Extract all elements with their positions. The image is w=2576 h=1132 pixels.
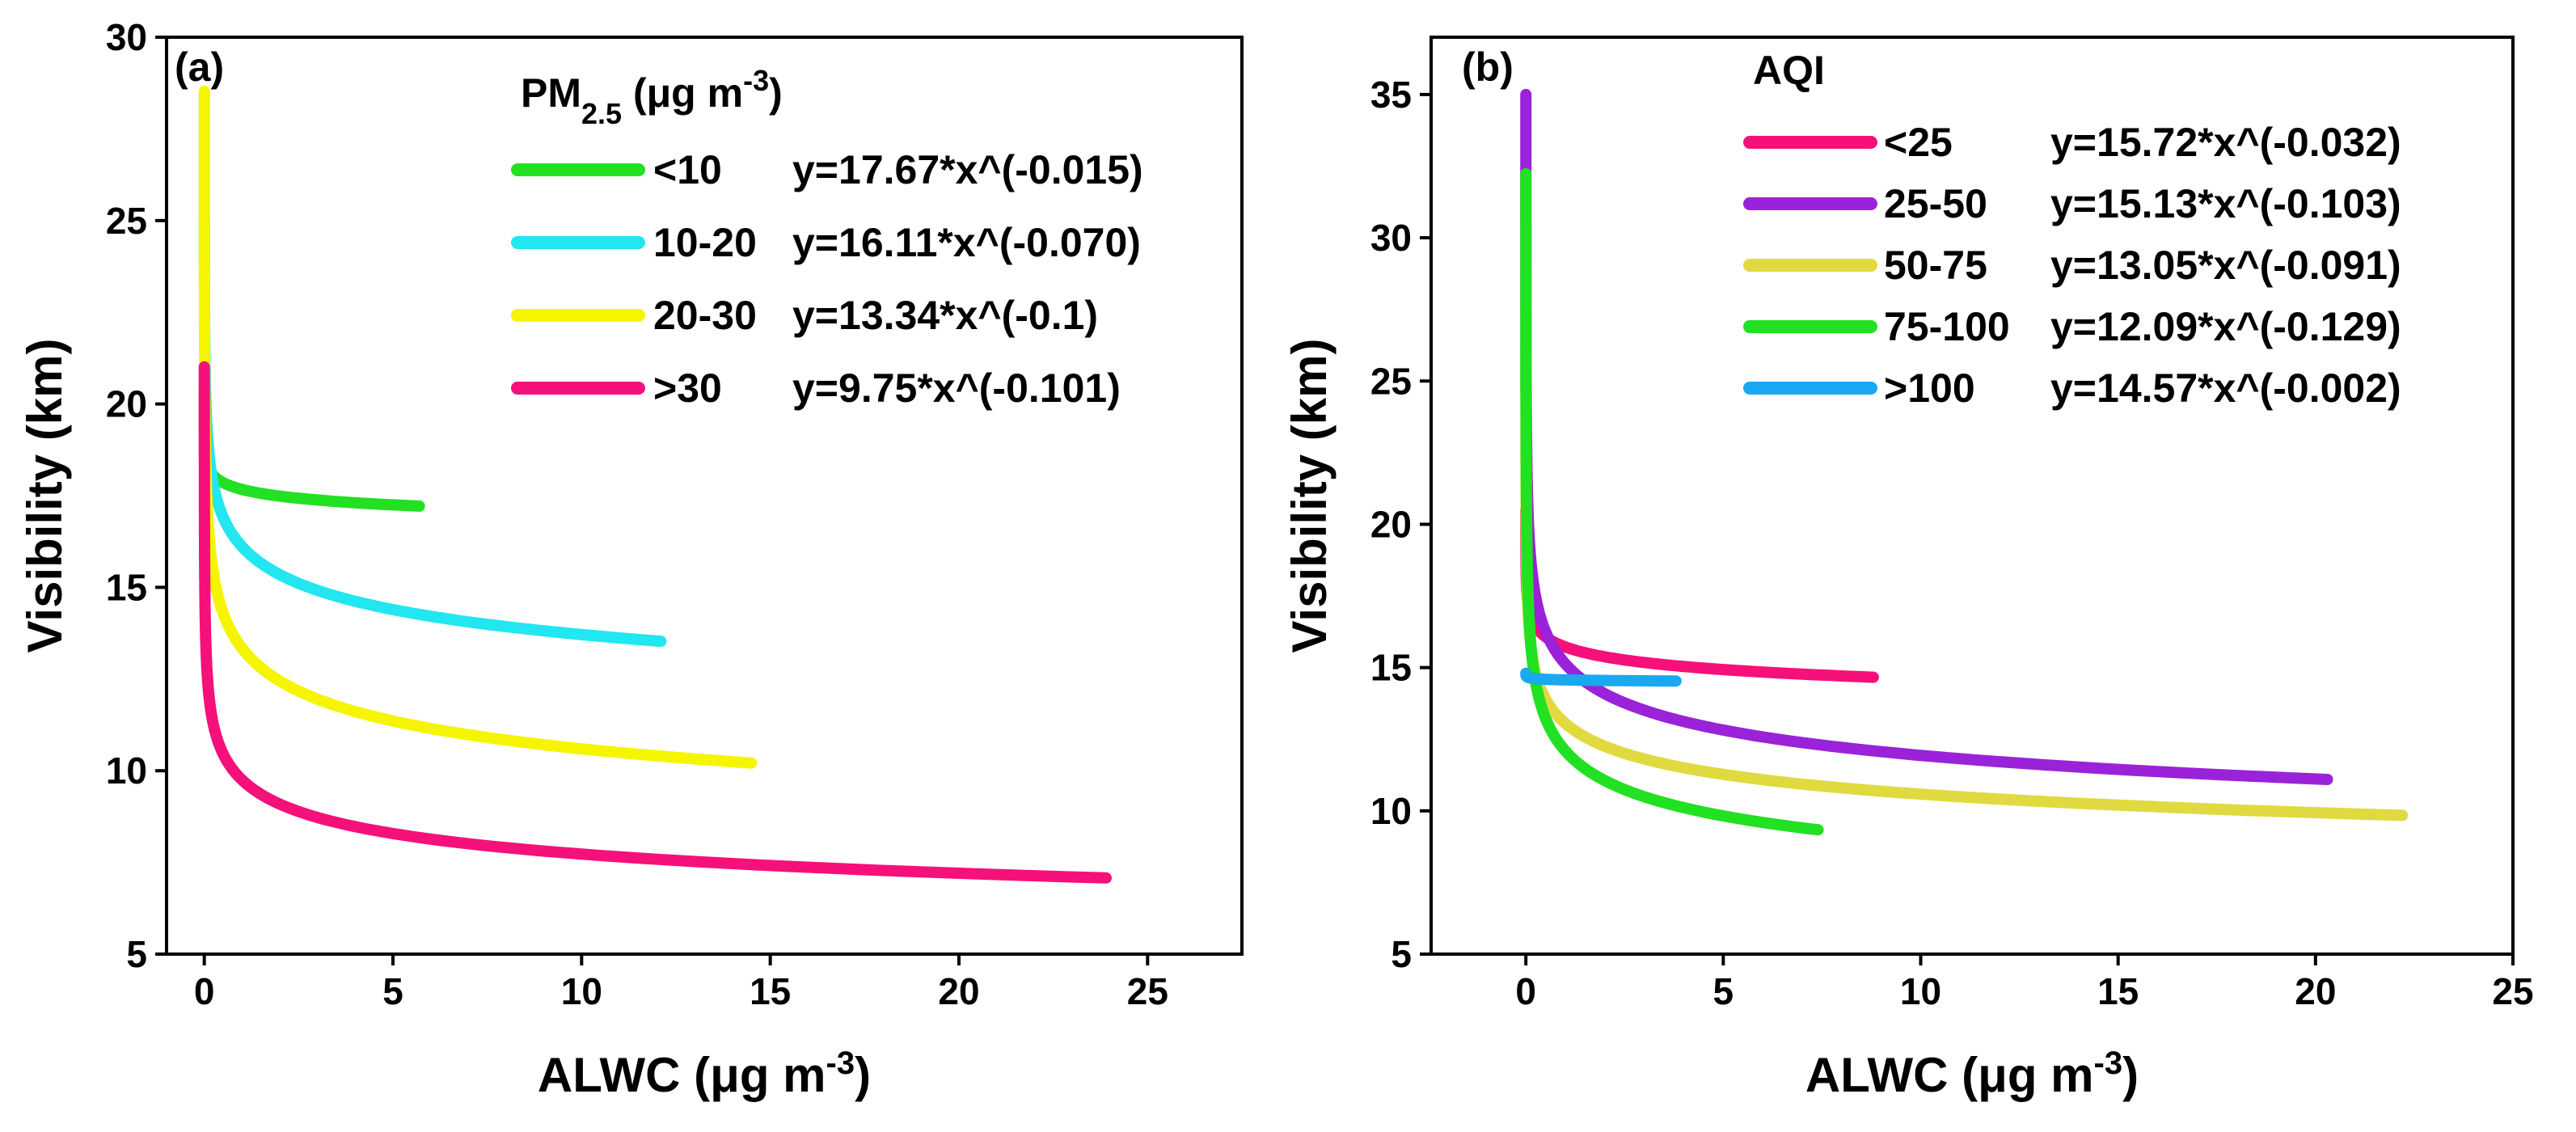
x-tick-label: 10 xyxy=(1900,970,1941,1012)
y-tick-label: 15 xyxy=(1370,647,1412,689)
y-tick-label: 15 xyxy=(106,566,147,608)
y-tick-label: 30 xyxy=(1370,217,1412,259)
y-tick-label: 35 xyxy=(1370,74,1412,116)
panel-label: (a) xyxy=(175,44,224,90)
series-line-<10 xyxy=(198,383,425,512)
y-tick-label: 20 xyxy=(1370,503,1412,545)
x-tick-label: 5 xyxy=(1713,970,1734,1012)
series-line-10-20 xyxy=(198,90,667,648)
panel-label: (b) xyxy=(1462,44,1514,90)
legend: AQI <25 y=15.72*x^(-0.032) 25-50 y=15.13*x^(… xyxy=(1743,48,2401,411)
x-tick-label: 15 xyxy=(2097,970,2139,1012)
x-tick-label: 20 xyxy=(2295,970,2336,1012)
legend-equation: y=17.67*x^(-0.015) xyxy=(792,147,1143,192)
legend-label: 25-50 xyxy=(1884,181,1987,226)
x-tick-label: 0 xyxy=(194,970,215,1012)
legend-label: <25 xyxy=(1884,120,1953,165)
plot-frame xyxy=(165,36,1244,956)
legend-equation: y=14.57*x^(-0.002) xyxy=(2050,365,2401,411)
panel-b: 0 5 10 15 20 25 5 10 15 20 25 30 35 ALWC (μg m-3) Visi… xyxy=(1282,36,2534,1102)
legend-title: AQI xyxy=(1753,48,1825,93)
y-tick-label: 5 xyxy=(1391,933,1412,975)
y-tick-label: 25 xyxy=(106,200,147,242)
y-tick-label: 25 xyxy=(1370,360,1412,402)
y-axis-title: Visibility (km) xyxy=(1282,338,1337,653)
legend-label: 10-20 xyxy=(653,220,757,265)
legend-label: 75-100 xyxy=(1884,304,2010,349)
y-tick-label: 30 xyxy=(106,16,147,58)
legend-title: PM2.5 (μg m-3) xyxy=(521,64,783,130)
x-axis-title: ALWC (μg m-3) xyxy=(538,1045,871,1102)
series-line->100 xyxy=(1520,667,1682,687)
x-axis-title: ALWC (μg m-3) xyxy=(1805,1045,2139,1102)
x-tick-label: 10 xyxy=(561,970,602,1012)
legend-label: >100 xyxy=(1884,365,1975,411)
legend-equation: y=15.72*x^(-0.032) xyxy=(2050,120,2401,165)
panel-a: 0 5 10 15 20 25 5 10 15 20 25 30 ALWC (μg m-3) Visibi… xyxy=(18,16,1244,1102)
series-line-<25 xyxy=(1520,504,1879,683)
legend: PM2.5 (μg m-3) <10 y=17.67*x^(-0.015) 10-20… xyxy=(511,64,1143,411)
y-tick-label: 5 xyxy=(126,933,147,975)
legend-equation: y=12.09*x^(-0.129) xyxy=(2050,304,2401,349)
legend-equation: y=9.75*x^(-0.101) xyxy=(792,365,1121,411)
x-tick-label: 25 xyxy=(2492,970,2533,1012)
y-tick-label: 10 xyxy=(106,750,147,792)
x-tick-label: 0 xyxy=(1515,970,1536,1012)
series-line->30 xyxy=(198,361,1112,884)
legend-label: >30 xyxy=(653,365,722,411)
legend-label: 50-75 xyxy=(1884,243,1987,288)
legend-equation: y=16.11*x^(-0.070) xyxy=(792,220,1141,265)
legend-equation: y=13.34*x^(-0.1) xyxy=(792,293,1098,338)
legend-equation: y=15.13*x^(-0.103) xyxy=(2050,181,2401,226)
y-tick-label: 10 xyxy=(1370,790,1412,832)
series-line-75-100 xyxy=(1520,168,1824,836)
x-tick-label: 15 xyxy=(750,970,791,1012)
x-tick-label: 25 xyxy=(1127,970,1168,1012)
y-tick-label: 20 xyxy=(106,383,147,425)
x-tick-label: 20 xyxy=(938,970,979,1012)
legend-equation: y=13.05*x^(-0.091) xyxy=(2050,243,2401,288)
legend-label: 20-30 xyxy=(653,293,757,338)
series-line-50-75 xyxy=(1520,344,2409,822)
x-tick-label: 5 xyxy=(382,970,403,1012)
legend-label: <10 xyxy=(653,147,722,192)
plot-frame xyxy=(1429,36,2515,956)
y-axis-title: Visibility (km) xyxy=(18,338,72,653)
